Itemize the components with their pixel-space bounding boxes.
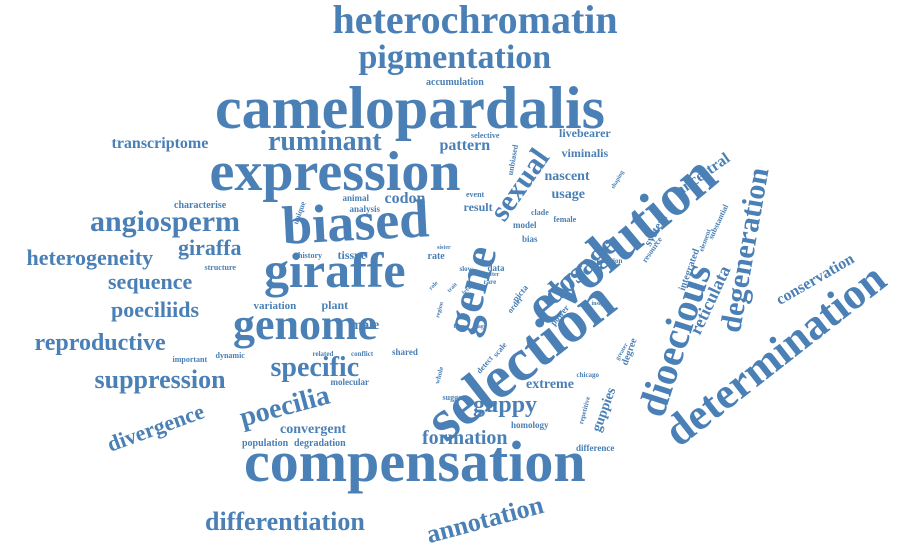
word-suppression: suppression [94,365,226,394]
word-molecular: molecular [330,376,370,387]
word-codon: codon [384,190,426,207]
word-guppy: guppy [473,392,538,418]
word-suggest: suggest [442,393,468,402]
word-heterochromatin: heterochromatin [332,0,618,42]
word-related: related [312,349,334,358]
word-tissue: tissue [337,248,367,262]
word-difference: difference [576,442,615,453]
word-usage: usage [551,187,585,202]
word-poeciliids: poeciliids [111,297,200,322]
word-analysis: analysis [349,203,381,214]
word-repetitive: repetitive [577,395,593,425]
word-female: female [553,215,577,224]
word-role: role [428,280,440,292]
word-differentiation: differentiation [205,507,365,536]
word-event: event [466,190,485,199]
word-variation: variation [253,299,297,312]
word-ruminant: ruminant [268,126,382,157]
word-guppies: guppies [589,385,620,434]
word-model: model [513,219,537,230]
word-extreme: extreme [526,377,574,392]
word-element: element [696,227,713,253]
word-shared: shared [392,346,418,357]
word-slow: slow [459,264,473,273]
word-history: history [298,251,322,260]
word-stage: stage [473,324,487,330]
word-sequence: sequence [108,269,193,294]
word-insight: insight [591,301,609,307]
word-population: population [242,438,289,449]
word-male: male [350,318,380,333]
word-accumulation: accumulation [426,77,484,88]
word-nascent: nascent [544,169,590,184]
word-annotation: annotation [423,489,547,550]
word-degradation: degradation [294,438,346,449]
word-pattern: pattern [439,137,491,154]
word-sister: sister [437,245,451,251]
word-after: after [487,272,500,278]
word-shaping: shaping [610,169,626,191]
word-important: important [172,355,208,364]
word-characterise: characterise [174,200,227,211]
word-convergent: convergent [280,422,347,437]
word-livebearer: livebearer [559,126,611,140]
word-genome: genome [233,300,378,349]
word-reproductive: reproductive [34,330,166,356]
word-heterogeneity: heterogeneity [26,245,154,270]
word-angiosperm: angiosperm [90,205,240,238]
word-result: result [463,200,493,214]
word-selective: selective [471,131,500,140]
word-expression: expression [209,141,461,203]
word-divergence: divergence [103,398,207,457]
word-order: order [505,294,525,315]
word-clade: clade [531,208,549,217]
word-plant: plant [321,298,349,312]
word-formation: formation [422,427,508,449]
word-bias: bias [522,233,538,244]
word-homology: homology [511,419,549,430]
word-pigmentation: pigmentation [358,39,552,76]
word-conflict: conflict [351,349,374,358]
word-rate: rate [427,251,445,262]
word-compensation: compensation [244,429,586,494]
word-chicago: chicago [576,370,600,379]
word-form: form [453,324,467,330]
word-transcriptome: transcriptome [111,135,209,152]
word-camelopardalis: camelopardalis [215,75,605,141]
word-specific: specific [270,352,360,383]
word-giraffa: giraffa [178,235,242,260]
word-structure: structure [204,263,236,272]
word-animal: animal [342,192,370,203]
word-dynamic: dynamic [215,351,245,360]
word-giraffe: giraffe [264,242,406,298]
word-data: data [487,262,505,273]
word-rare: rare [483,277,497,286]
word-addition: addition [597,256,623,265]
word-viminalis: viminalis [561,146,609,160]
